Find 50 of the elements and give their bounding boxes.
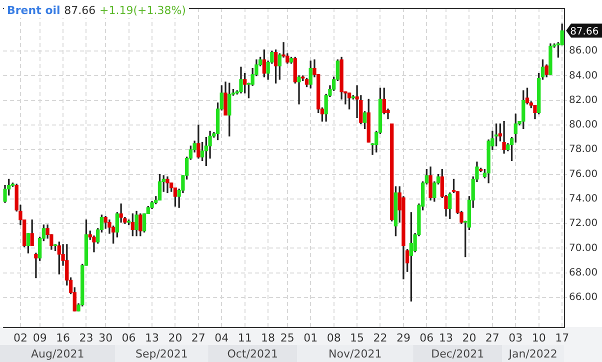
x-tick-label: 18 <box>261 331 276 344</box>
x-tick-label: 16 <box>56 331 70 344</box>
y-tick-label: 76.00 <box>569 168 598 180</box>
y-tick-label: 74.00 <box>569 194 598 204</box>
x-tick-label: 23 <box>79 331 94 344</box>
text: Oct/2021 <box>227 347 278 360</box>
text: Sep/2021 <box>135 347 188 360</box>
y-tick-label: 66.00 <box>569 292 598 304</box>
x-tick-label: 27 <box>485 331 500 344</box>
text: Nov/2021 <box>328 347 382 360</box>
x-tick-label: 22 <box>373 331 388 344</box>
y-tick-label: 84.00 <box>569 70 598 82</box>
y-tick-label: 72.00 <box>569 218 598 230</box>
x-tick-label: 20 <box>168 331 182 344</box>
chart-subtitle: 87.66 +1.19(+1.38%) <box>64 4 186 17</box>
candlestick <box>297 75 301 104</box>
annotation: 87.66 <box>570 26 599 38</box>
candlestick <box>502 120 506 154</box>
x-tick-label: 06 <box>420 331 434 344</box>
x-tick-label: 13 <box>439 331 454 344</box>
x-tick-label: 25 <box>280 331 294 344</box>
x-tick-label: 17 <box>555 331 570 344</box>
y-tick-label: 82.00 <box>569 94 598 106</box>
candlestick <box>166 176 170 194</box>
x-tick-label: 13 <box>145 331 160 344</box>
x-tick-label: 02 <box>13 331 28 344</box>
y-tick-label: 86.00 <box>569 46 598 57</box>
x-tick-label: 03 <box>508 331 523 344</box>
x-tick-label: 15 <box>350 331 364 344</box>
x-tick-label: 29 <box>396 331 410 344</box>
x-tick-label: 01 <box>304 331 318 344</box>
x-tick-label: 11 <box>238 331 252 344</box>
candlestick <box>34 252 38 278</box>
y-tick-label: 68.00 <box>569 267 598 278</box>
text: Aug/2021 <box>31 347 84 360</box>
x-tick-label: 27 <box>191 331 206 344</box>
x-tick-label: 20 <box>462 331 476 344</box>
y-tick-label: 80.00 <box>569 120 598 131</box>
chart-title: Brent oil <box>7 4 60 17</box>
x-tick-label: 09 <box>32 331 47 344</box>
text: Dec/2021 <box>431 347 484 360</box>
y-tick-label: 78.00 <box>569 144 598 156</box>
x-tick-label: 10 <box>532 331 546 344</box>
y-tick-label: 70.00 <box>569 242 598 254</box>
x-tick-label: 08 <box>326 331 341 344</box>
x-tick-label: 04 <box>214 331 229 344</box>
x-tick-label: 06 <box>122 331 136 344</box>
x-tick-label: 30 <box>98 331 113 344</box>
text: Jan/2022 <box>508 347 558 360</box>
candlestick <box>119 204 123 223</box>
